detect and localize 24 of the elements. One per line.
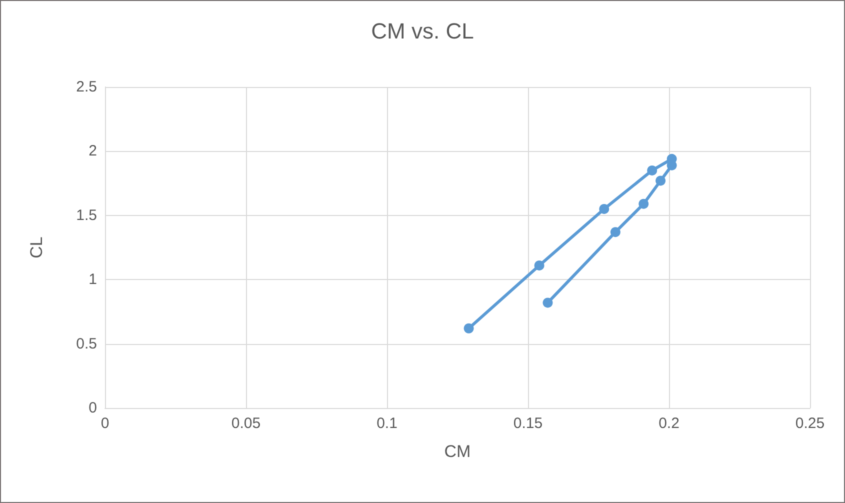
point bbox=[599, 204, 610, 214]
x-tick-label: 0.2 bbox=[658, 415, 680, 432]
x-axis-title: CM bbox=[444, 442, 471, 461]
x-tick-label: 0.15 bbox=[513, 415, 543, 432]
point bbox=[542, 298, 553, 308]
y-tick-label: 0.5 bbox=[76, 335, 97, 352]
y-tick-label: 1 bbox=[88, 271, 97, 288]
point bbox=[666, 154, 677, 164]
x-tick-label: 0.05 bbox=[231, 415, 261, 432]
point bbox=[656, 176, 666, 186]
point bbox=[610, 227, 620, 238]
point bbox=[638, 198, 649, 209]
x-tick-label: 0.1 bbox=[376, 415, 398, 432]
y-tick-label: 1.5 bbox=[76, 206, 97, 224]
x-tick-label: 0 bbox=[100, 415, 110, 432]
x-tick-label: 0.25 bbox=[795, 415, 825, 432]
point bbox=[464, 323, 474, 334]
y-tick-label: 0 bbox=[88, 400, 97, 416]
point bbox=[647, 165, 658, 176]
y-tick-label: 2.5 bbox=[76, 78, 97, 96]
chart-title: CM vs. CL bbox=[371, 18, 474, 44]
y-axis-title: CL bbox=[27, 236, 46, 258]
point bbox=[534, 260, 544, 270]
y-tick-label: 2 bbox=[88, 142, 97, 160]
